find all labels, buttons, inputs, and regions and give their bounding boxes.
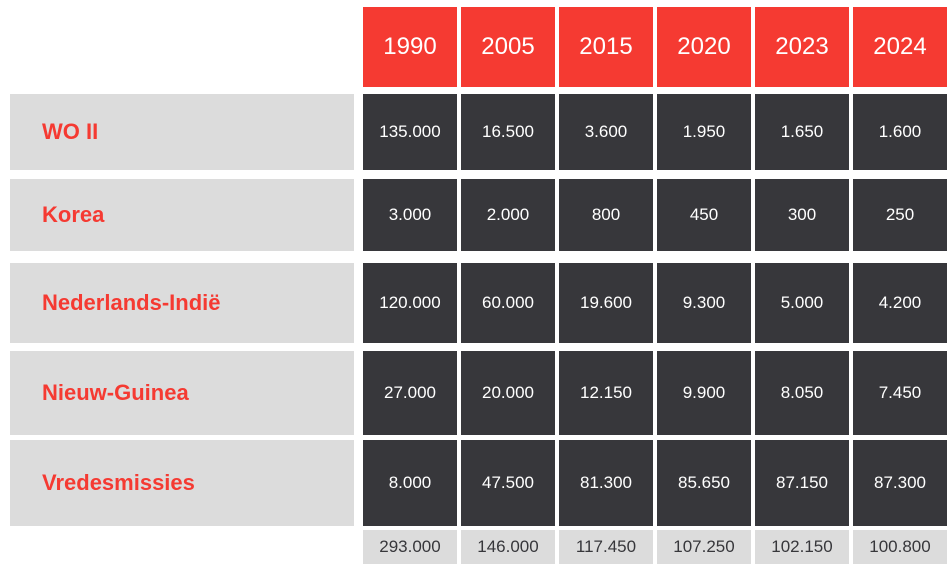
total-cell-2020: 107.250 [657,530,751,564]
table-cell: 120.000 [363,263,457,343]
column-header-2015: 2015 [559,7,653,87]
table-cell: 85.650 [657,440,751,526]
table-cell: 27.000 [363,351,457,435]
row-label-vredesmissies: Vredesmissies [10,440,354,526]
row-label-nieuw-guinea: Nieuw-Guinea [10,351,354,435]
table-cell: 8.000 [363,440,457,526]
row-label-nederlands-indi: Nederlands-Indië [10,263,354,343]
column-header-1990: 1990 [363,7,457,87]
table-cell: 19.600 [559,263,653,343]
table-cell: 16.500 [461,94,555,170]
table-cell: 60.000 [461,263,555,343]
table-cell: 87.300 [853,440,947,526]
table-cell: 9.300 [657,263,751,343]
column-header-2024: 2024 [853,7,947,87]
column-header-2023: 2023 [755,7,849,87]
total-cell-2024: 100.800 [853,530,947,564]
table-cell: 81.300 [559,440,653,526]
table-cell: 20.000 [461,351,555,435]
table-cell: 300 [755,179,849,251]
table-cell: 450 [657,179,751,251]
table-cell: 3.000 [363,179,457,251]
table-cell: 87.150 [755,440,849,526]
table-cell: 47.500 [461,440,555,526]
total-cell-2023: 102.150 [755,530,849,564]
table-cell: 5.000 [755,263,849,343]
table-cell: 7.450 [853,351,947,435]
table-cell: 12.150 [559,351,653,435]
table-cell: 1.600 [853,94,947,170]
table-cell: 1.650 [755,94,849,170]
total-cell-1990: 293.000 [363,530,457,564]
row-label-wo-ii: WO II [10,94,354,170]
table-cell: 135.000 [363,94,457,170]
table-cell: 1.950 [657,94,751,170]
table-cell: 800 [559,179,653,251]
column-header-2020: 2020 [657,7,751,87]
total-cell-2005: 146.000 [461,530,555,564]
total-cell-2015: 117.450 [559,530,653,564]
row-label-korea: Korea [10,179,354,251]
column-header-2005: 2005 [461,7,555,87]
table-cell: 9.900 [657,351,751,435]
table-cell: 250 [853,179,947,251]
table-cell: 3.600 [559,94,653,170]
table-cell: 8.050 [755,351,849,435]
table-cell: 2.000 [461,179,555,251]
table-cell: 4.200 [853,263,947,343]
